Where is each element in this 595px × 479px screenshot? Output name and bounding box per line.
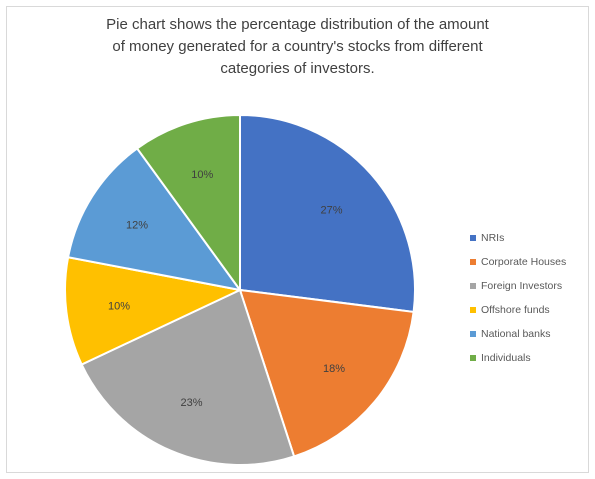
legend-item: Individuals	[470, 346, 566, 370]
legend-label: Foreign Investors	[481, 280, 563, 292]
legend-swatch	[470, 259, 476, 265]
pie-slice-label: 10%	[108, 300, 130, 312]
pie-slice-label: 27%	[320, 204, 342, 216]
chart-title: Pie chart shows the percentage distribut…	[40, 14, 555, 80]
legend-label: NRIs	[481, 232, 505, 244]
pie-slice-nris	[239, 113, 416, 314]
pie-slice-offshore-funds	[64, 256, 244, 366]
legend-item: NRIs	[470, 226, 566, 250]
legend-item: National banks	[470, 322, 566, 346]
pie-slice-label: 23%	[180, 397, 202, 409]
pie-slice-label: 12%	[126, 220, 148, 232]
legend-swatch	[470, 283, 476, 289]
legend-label: Offshore funds	[481, 304, 550, 316]
pie-slice-corporate-houses	[238, 288, 415, 458]
chart-title-line-1: Pie chart shows the percentage distribut…	[106, 16, 489, 33]
pie-slice-label: 10%	[191, 169, 213, 181]
legend-swatch	[470, 355, 476, 361]
pie-slice-national-banks	[66, 147, 243, 292]
legend-swatch	[470, 331, 476, 337]
chart-title-line-3: categories of investors.	[220, 60, 375, 77]
legend-swatch	[470, 307, 476, 313]
pie-slice-individuals	[135, 113, 241, 294]
legend-item: Corporate Houses	[470, 250, 566, 274]
legend-swatch	[470, 235, 476, 241]
legend-label: Individuals	[481, 352, 531, 364]
chart-legend: NRIs Corporate Houses Foreign Investors …	[470, 226, 566, 370]
legend-item: Foreign Investors	[470, 274, 566, 298]
pie-slice-label: 18%	[323, 363, 345, 375]
pie-slice-foreign-investors	[80, 288, 296, 466]
legend-item: Offshore funds	[470, 298, 566, 322]
legend-label: National banks	[481, 328, 551, 340]
chart-title-line-2: of money generated for a country's stock…	[112, 38, 483, 55]
legend-label: Corporate Houses	[481, 256, 567, 268]
